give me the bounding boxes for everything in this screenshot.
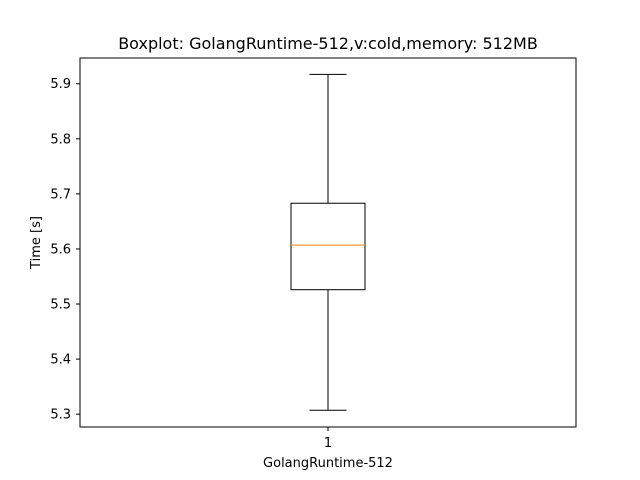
x-tick-label: 1 xyxy=(324,436,332,451)
x-axis: 1 xyxy=(324,427,332,451)
y-tick-label: 5.4 xyxy=(50,353,71,368)
y-tick-label: 5.3 xyxy=(50,408,71,423)
y-tick-label: 5.8 xyxy=(50,132,71,147)
y-tick-label: 5.7 xyxy=(50,187,71,202)
box-group xyxy=(290,73,366,411)
y-axis: 5.3 5.4 5.5 5.6 5.7 5.8 5.9 xyxy=(50,77,80,423)
interquartile-box xyxy=(290,202,366,291)
y-tick-label: 5.6 xyxy=(50,242,71,257)
chart-title: Boxplot: GolangRuntime-512,v:cold,memory… xyxy=(118,34,538,53)
x-axis-label: GolangRuntime-512 xyxy=(263,456,393,471)
y-tick-label: 5.9 xyxy=(50,77,71,92)
y-axis-label: Time [s] xyxy=(29,216,44,270)
y-tick-label: 5.5 xyxy=(50,298,71,313)
plot-marks xyxy=(290,73,366,411)
